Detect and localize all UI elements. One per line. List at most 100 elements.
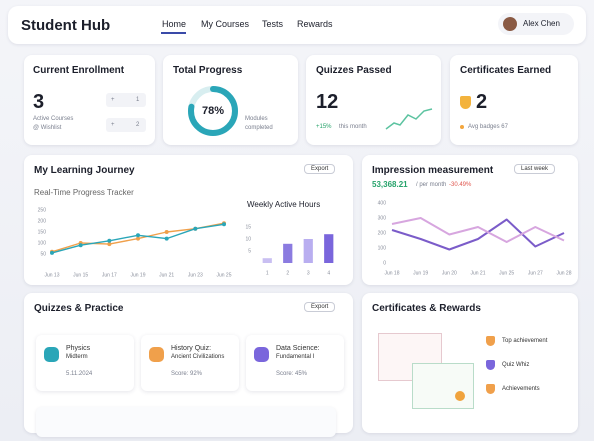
- y-tick-label: 400: [378, 200, 387, 206]
- y-tick-label: 0: [383, 260, 386, 266]
- x-tick-label: Jun 28: [556, 270, 571, 276]
- bar: [303, 239, 313, 263]
- reward-label: Top achievement: [502, 338, 548, 344]
- y-tick-label: 250: [38, 207, 47, 213]
- progress-card: Total Progress 78% Modules completed: [163, 55, 298, 145]
- card-title: Certificates Earned: [460, 65, 552, 76]
- nav-item[interactable]: Tests: [262, 19, 284, 29]
- caption: Modules: [245, 116, 268, 122]
- export-button[interactable]: Export: [304, 302, 336, 312]
- x-tick-label: Jun 18: [384, 270, 399, 276]
- x-tick-label: Jun 25: [499, 270, 514, 276]
- export-button[interactable]: Export: [304, 164, 336, 174]
- badge-value: 2: [136, 122, 140, 128]
- caption: Avg badges 67: [468, 124, 508, 130]
- learning-card: My Learning Journey Export Real-Time Pro…: [24, 155, 353, 285]
- x-tick-label: Jun 27: [528, 270, 543, 276]
- x-tick-label: Jun 13: [44, 272, 59, 278]
- x-tick-label: Jun 21: [159, 272, 174, 278]
- stat-value: 3: [33, 91, 45, 113]
- bar: [283, 243, 293, 263]
- app-title: Student Hub: [21, 17, 111, 34]
- quizzes-panel: Quizzes & Practice Export Physics Midterm…: [24, 293, 353, 437]
- sparkline: [385, 108, 433, 130]
- quiz-title: History Quiz:: [171, 345, 212, 352]
- certificates-card: Certificates Earned 2 Avg badges 67: [450, 55, 578, 145]
- nav-underline: [161, 32, 186, 34]
- caption: @ Wishlist: [33, 125, 62, 131]
- card-title: Quizzes Passed: [316, 65, 392, 76]
- y-tick-label: 100: [378, 245, 387, 251]
- card-title: Total Progress: [173, 65, 243, 76]
- x-tick-label: Jun 19: [413, 270, 428, 276]
- reward-icon: [486, 384, 495, 394]
- period-button[interactable]: Last week: [514, 164, 556, 174]
- y-tick-label: 150: [38, 229, 47, 235]
- nav-item[interactable]: Rewards: [297, 19, 333, 29]
- rewards-panel: Certificates & Rewards Top achievement Qu…: [362, 293, 578, 433]
- x-tick-label: Jun 20: [442, 270, 457, 276]
- point: [107, 238, 112, 243]
- x-tick-label: 3: [307, 270, 310, 276]
- quiz-title: Midterm: [66, 354, 88, 360]
- badge-sign: +: [111, 97, 115, 103]
- quiz-title: Physics: [66, 345, 91, 352]
- user-pill[interactable]: Alex Chen: [498, 13, 574, 35]
- change: -30.49%: [449, 182, 472, 188]
- bar: [262, 258, 272, 263]
- point: [164, 230, 169, 234]
- header: Student Hub Home My Courses Tests Reward…: [8, 6, 586, 44]
- y-tick-label: 200: [378, 230, 387, 236]
- stat-value: 12: [316, 91, 339, 113]
- card-title: My Learning Journey: [34, 165, 135, 176]
- quiz-item[interactable]: Physics Midterm 5.11.2024: [36, 335, 134, 391]
- quiz-item[interactable]: History Quiz: Ancient Civilizations Score:…: [141, 335, 239, 391]
- quiz-icon: [44, 347, 59, 362]
- quiz-title: Ancient Civilizations: [171, 354, 225, 360]
- nav-item[interactable]: Home: [162, 19, 187, 29]
- quiz-detail: Score: 92%: [171, 371, 203, 377]
- card-title: Impression measurement: [372, 165, 494, 176]
- point: [50, 250, 54, 255]
- certificate-image: [412, 363, 474, 409]
- y-tick-label: 200: [38, 218, 47, 224]
- x-tick-label: 4: [327, 270, 330, 276]
- point: [136, 233, 140, 238]
- x-tick-label: Jun 15: [73, 272, 88, 278]
- x-tick-label: 2: [286, 270, 289, 276]
- line-chart: Real-Time Progress Tracker 50 100 150 200 250…: [34, 188, 232, 278]
- quiz-detail: Score: 45%: [276, 371, 308, 377]
- period: / per month: [416, 182, 447, 188]
- reward-label: Achievements: [502, 386, 540, 392]
- user-name: Alex Chen: [523, 19, 560, 28]
- nav-item[interactable]: My Courses: [201, 19, 250, 29]
- reward-icon: [486, 336, 495, 346]
- caption: completed: [245, 125, 273, 131]
- x-tick-label: Jun 17: [102, 272, 117, 278]
- y-tick-label: 15: [245, 224, 251, 230]
- point: [164, 236, 169, 241]
- quiz-item[interactable]: Data Science: Fundamental I Score: 45%: [246, 335, 344, 391]
- y-tick-label: 100: [38, 240, 47, 246]
- caption: this month: [339, 124, 367, 130]
- ring-progress: [188, 86, 238, 136]
- change: +15%: [316, 124, 332, 130]
- point: [107, 242, 112, 247]
- avatar: [503, 17, 517, 31]
- chart-title: Weekly Active Hours: [247, 200, 320, 209]
- point: [78, 243, 83, 248]
- point: [222, 222, 226, 227]
- card-title: Certificates & Rewards: [372, 303, 481, 314]
- quiz-item-partial: [36, 407, 336, 437]
- reward-label: Quiz Whiz: [502, 362, 530, 368]
- dot: [460, 125, 464, 129]
- caption: Active Courses: [33, 116, 74, 122]
- quiz-detail: 5.11.2024: [66, 371, 93, 377]
- y-tick-label: 300: [378, 215, 387, 221]
- x-tick-label: Jun 25: [216, 272, 231, 278]
- seal: [455, 391, 465, 401]
- enrollment-card: Current Enrollment 3 Active Courses @ Wi…: [24, 55, 155, 145]
- badge-sign: +: [111, 122, 115, 128]
- card-title: Current Enrollment: [33, 65, 125, 76]
- badge: + 2: [106, 118, 146, 132]
